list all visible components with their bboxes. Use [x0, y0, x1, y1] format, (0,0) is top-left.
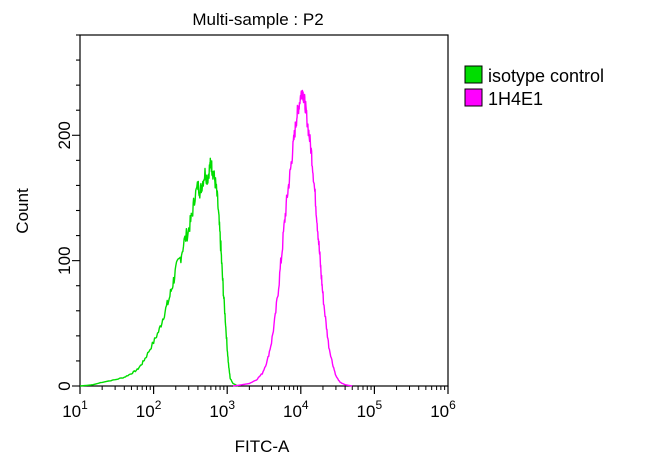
- y-axis-ticks: 0 100 200: [55, 34, 80, 391]
- x-axis-label: FITC-A: [235, 437, 290, 456]
- series-line-isotype-control: [79, 157, 239, 387]
- series-line-1h4e1: [232, 89, 353, 387]
- legend-label-1h4e1: 1H4E1: [488, 89, 543, 109]
- series-layer: [79, 89, 353, 387]
- y-tick-label: 200: [55, 121, 74, 149]
- y-axis-label: Count: [13, 188, 32, 234]
- y-tick-label: 100: [55, 246, 74, 274]
- x-tick-label: 104: [283, 398, 309, 421]
- chart-title: Multi-sample : P2: [192, 10, 323, 29]
- x-axis-ticks: 101 102 103 104 105 106: [62, 386, 456, 421]
- x-tick-label: 106: [430, 398, 456, 421]
- plot-area-frame: [79, 34, 449, 387]
- legend-swatch-1h4e1: [464, 88, 483, 107]
- legend-label-isotype-control: isotype control: [488, 66, 604, 86]
- x-tick-label: 103: [209, 398, 235, 421]
- x-tick-label: 102: [136, 398, 162, 421]
- x-tick-label: 105: [357, 398, 383, 421]
- legend: isotype control 1H4E1: [464, 65, 604, 109]
- y-tick-label: 0: [55, 381, 74, 390]
- x-tick-label: 101: [62, 398, 88, 421]
- legend-swatch-isotype-control: [464, 65, 483, 84]
